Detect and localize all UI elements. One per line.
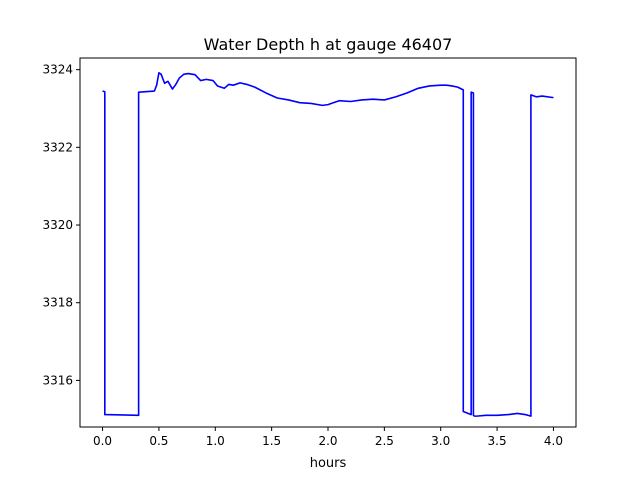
- x-tick-label: 2.5: [375, 434, 394, 448]
- x-axis-label: hours: [310, 456, 347, 471]
- series-line-0: [102, 71, 554, 417]
- x-tick-label: 3.5: [488, 434, 507, 448]
- y-tick-label: 3316: [42, 373, 73, 387]
- plot-area: [102, 71, 554, 417]
- x-tick-label: 3.0: [431, 434, 450, 448]
- plot-frame: [79, 57, 577, 428]
- y-tick-label: 3324: [42, 63, 73, 77]
- y-tick-label: 3322: [42, 140, 73, 154]
- x-axis-ticks: 0.0 0.5 1.0 1.5 2.0 2.5 3.0 3.5 4.0: [93, 427, 563, 448]
- y-tick-label: 3320: [42, 218, 73, 232]
- x-tick-label: 1.5: [262, 434, 281, 448]
- x-tick-label: 1.0: [206, 434, 225, 448]
- x-tick-label: 0.5: [149, 434, 168, 448]
- x-tick-label: 4.0: [544, 434, 563, 448]
- x-tick-label: 0.0: [93, 434, 112, 448]
- chart-title: Water Depth h at gauge 46407: [204, 35, 453, 54]
- x-tick-label: 2.0: [318, 434, 337, 448]
- y-axis-ticks: 3316 3318 3320 3322 3324: [42, 63, 80, 387]
- y-tick-label: 3318: [42, 296, 73, 310]
